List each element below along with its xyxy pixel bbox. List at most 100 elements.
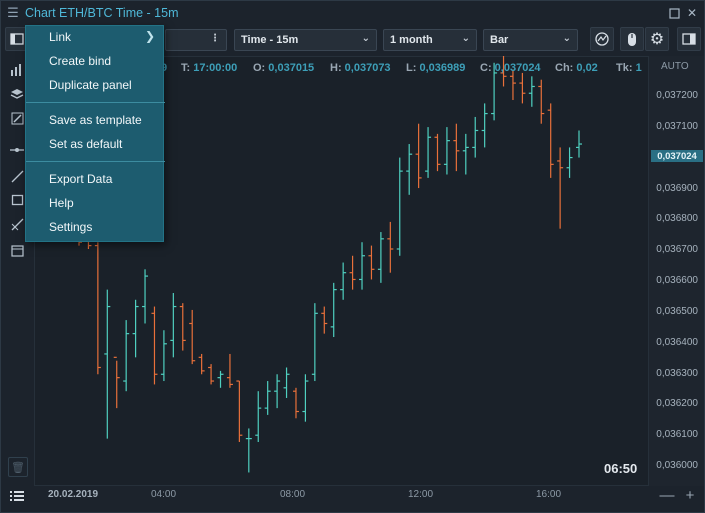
ohlc-change: Ch: 0,02 xyxy=(555,62,598,74)
ohlc-bar xyxy=(226,353,233,388)
menu-item-duplicate-panel[interactable]: Duplicate panel xyxy=(49,78,132,92)
ohlc-bar xyxy=(481,103,488,148)
time-axis-date: 20.02.2019 xyxy=(48,489,99,500)
ohlc-bar xyxy=(292,387,299,419)
chevron-down-icon: ⌄ xyxy=(562,33,571,44)
auto-scale-button[interactable]: AUTO xyxy=(661,61,689,72)
indicator-icon[interactable] xyxy=(590,27,614,51)
rectangle-icon[interactable] xyxy=(5,189,29,211)
ohlc-bar xyxy=(368,245,375,280)
ohlc-bar xyxy=(283,367,290,398)
hamburger-icon[interactable]: ☰ xyxy=(7,5,19,20)
time-label: 04:00 xyxy=(151,489,177,500)
chart-type-value: Bar xyxy=(490,34,509,46)
ohlc-bar xyxy=(142,269,149,324)
ohlc-bar xyxy=(198,353,205,375)
trash-icon[interactable]: 🗑 xyxy=(8,457,28,477)
ohlc-bar xyxy=(340,262,347,300)
ohlc-bar xyxy=(264,381,271,415)
list-icon[interactable] xyxy=(7,487,27,505)
menu-item-settings[interactable]: Settings xyxy=(49,220,93,234)
toolbar: ⋮ Time - 15m ⌄ 1 month ⌄ Bar ⌄ ⚙ xyxy=(1,27,704,53)
time-label: 08:00 xyxy=(280,489,306,500)
window-title: Chart ETH/BTC Time - 15m xyxy=(25,6,179,20)
trend-line-icon[interactable] xyxy=(5,165,29,187)
ohlc-bar xyxy=(415,123,422,189)
period-value: 1 month xyxy=(390,34,433,46)
ohlc-d-value: 9 xyxy=(161,62,168,74)
ohlc-bar xyxy=(349,255,356,290)
ohlc-close: C: 0,037024 xyxy=(480,62,541,74)
ohlc-bar xyxy=(406,144,413,195)
more-vertical-icon[interactable]: ⋮ xyxy=(210,33,220,44)
period-select[interactable]: 1 month ⌄ xyxy=(383,29,477,51)
title-bar: ☰ Chart ETH/BTC Time - 15m ✕ xyxy=(1,1,704,25)
sidebar-toggle-icon[interactable] xyxy=(677,27,701,51)
menu-item-set-as-default[interactable]: Set as default xyxy=(49,137,123,151)
ohlc-time: T: 17:00:00 xyxy=(181,62,238,74)
price-label: 0,036400 xyxy=(656,337,698,348)
pencil-icon[interactable] xyxy=(5,107,29,129)
chevron-right-icon: ❯ xyxy=(144,29,155,43)
interval-select[interactable]: Time - 15m ⌄ xyxy=(234,29,377,51)
menu-item-link[interactable]: Link xyxy=(49,30,72,44)
ohlc-bar xyxy=(359,242,366,290)
ohlc-bar xyxy=(387,221,394,273)
ohlc-bar xyxy=(189,309,196,365)
chevron-down-icon: ⌄ xyxy=(461,33,470,44)
price-label: 0,036100 xyxy=(656,429,698,440)
context-menu: Link ❯ Create bind Duplicate panel Save … xyxy=(25,25,165,242)
ohlc-bar xyxy=(330,282,337,338)
ohlc-bar xyxy=(236,380,243,442)
menu-item-create-bind[interactable]: Create bind xyxy=(49,54,112,68)
ohlc-bar xyxy=(104,289,111,439)
layers-icon[interactable] xyxy=(5,83,29,105)
horizontal-line-icon[interactable] xyxy=(5,139,29,161)
maximize-icon[interactable] xyxy=(667,6,681,20)
menu-separator xyxy=(26,102,165,103)
time-label: 16:00 xyxy=(536,489,562,500)
bar-chart-icon[interactable] xyxy=(5,59,29,81)
ohlc-bar xyxy=(113,356,120,409)
ohlc-bar xyxy=(274,374,281,409)
ohlc-bar xyxy=(245,428,252,473)
current-price-tag: 0,037024 xyxy=(651,150,703,162)
ohlc-low: L: 0,036989 xyxy=(406,62,466,74)
price-label: 0,036600 xyxy=(656,275,698,286)
price-chart[interactable] xyxy=(34,56,649,486)
fibonacci-icon[interactable] xyxy=(5,213,29,235)
ohlc-bar xyxy=(377,232,384,283)
zoom-in-icon[interactable]: + xyxy=(685,486,695,504)
chevron-down-icon: ⌄ xyxy=(361,33,370,44)
price-label: 0,036900 xyxy=(656,183,698,194)
mouse-icon[interactable] xyxy=(620,27,644,51)
close-icon[interactable]: ✕ xyxy=(686,6,698,20)
zoom-out-icon[interactable]: — xyxy=(659,486,675,504)
ohlc-bar xyxy=(557,147,564,229)
ohlc-bar xyxy=(302,374,309,422)
time-axis[interactable]: 20.02.2019 04:00 08:00 12:00 16:00 xyxy=(34,486,649,506)
price-label: 0,036500 xyxy=(656,306,698,317)
menu-item-save-as-template[interactable]: Save as template xyxy=(49,113,142,127)
time-label: 12:00 xyxy=(408,489,434,500)
menu-item-export-data[interactable]: Export Data xyxy=(49,172,113,186)
ohlc-bar xyxy=(462,133,469,175)
ohlc-bar xyxy=(311,303,318,382)
ohlc-bar xyxy=(576,130,582,158)
ohlc-bar xyxy=(255,391,262,442)
price-axis[interactable]: 0,037200 0,037100 0,036900 0,036800 0,03… xyxy=(649,56,704,486)
instrument-search-field[interactable]: ⋮ xyxy=(165,29,227,51)
menu-item-help[interactable]: Help xyxy=(49,196,74,210)
calendar-icon[interactable] xyxy=(5,239,29,261)
bar-countdown: 06:50 xyxy=(604,461,638,476)
ohlc-bar xyxy=(94,242,101,375)
gear-icon[interactable]: ⚙ xyxy=(645,27,669,51)
chart-type-select[interactable]: Bar ⌄ xyxy=(483,29,578,51)
ohlc-bar xyxy=(217,370,224,388)
price-label: 0,036700 xyxy=(656,244,698,255)
ohlc-bar xyxy=(538,79,545,124)
ohlc-bar xyxy=(396,157,403,256)
ohlc-bar xyxy=(151,306,158,385)
ohlc-bar xyxy=(472,116,479,158)
